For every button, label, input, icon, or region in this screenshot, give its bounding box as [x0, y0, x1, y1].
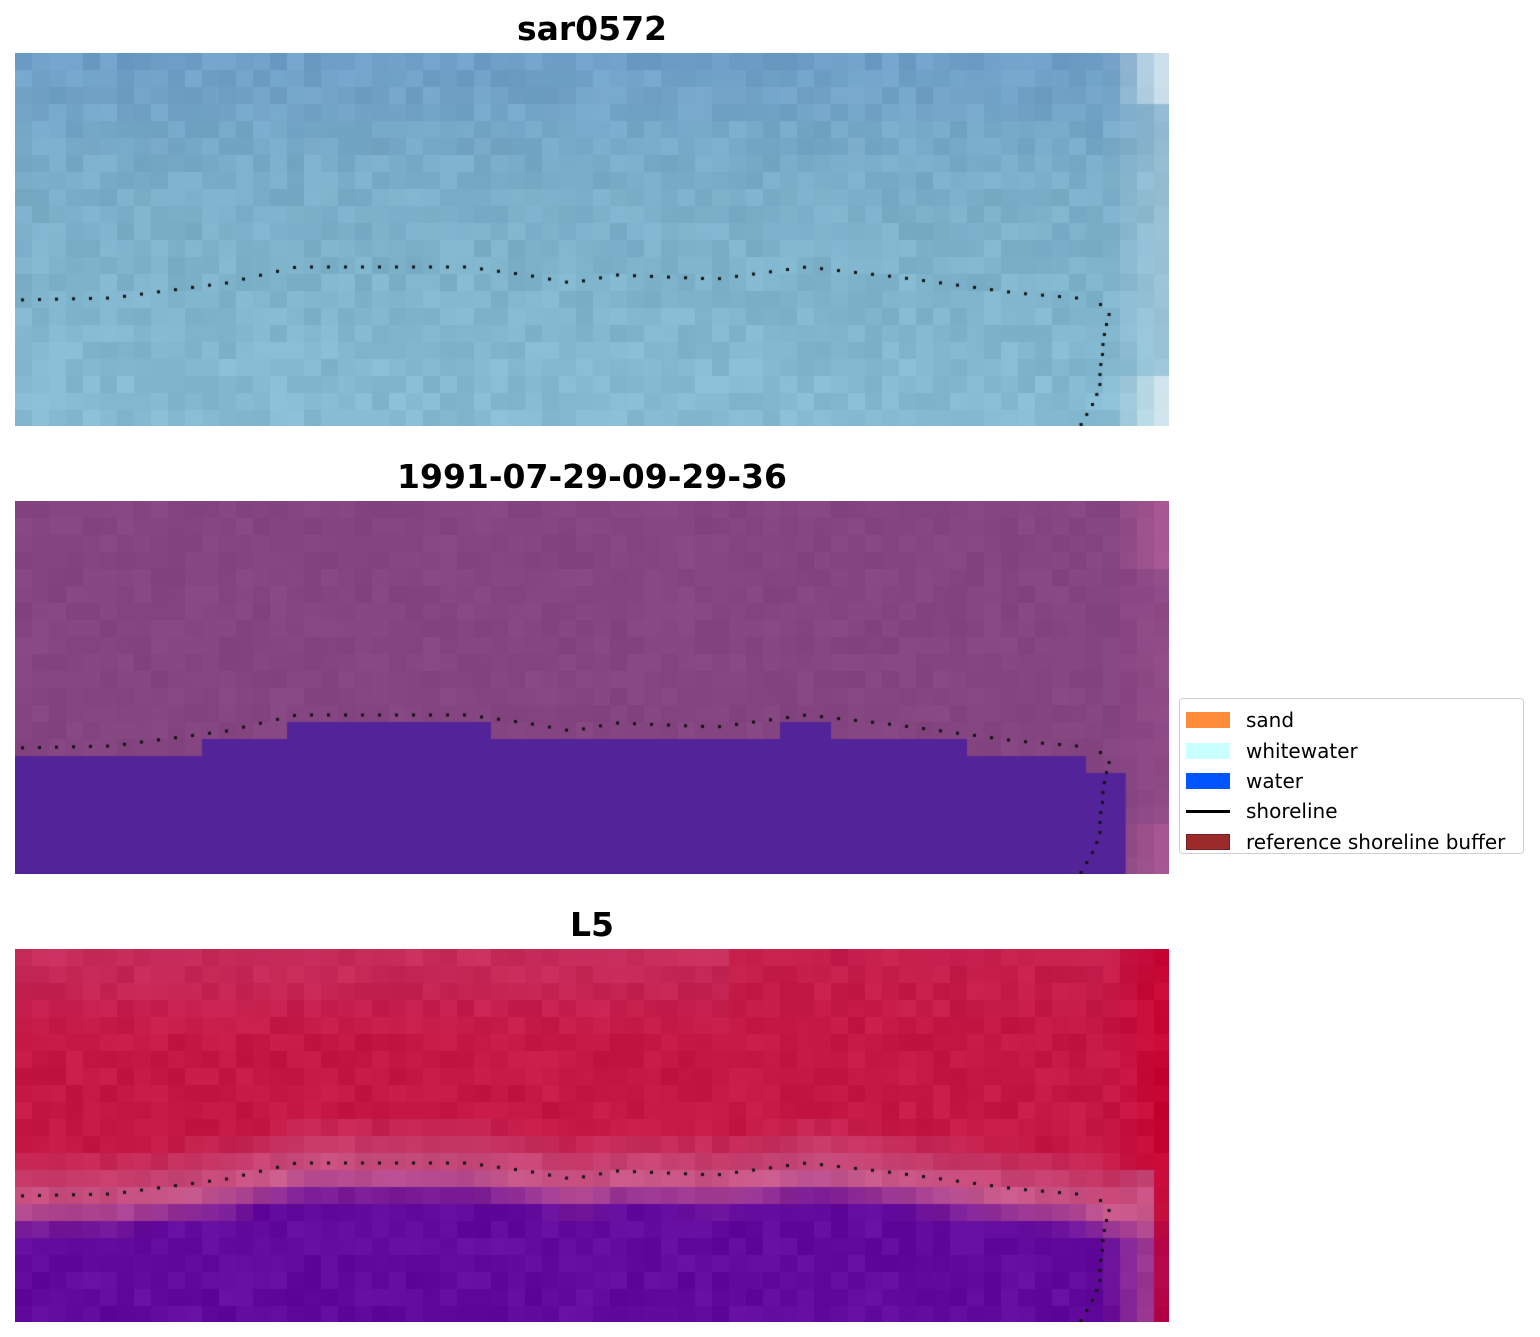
legend-label: reference shoreline buffer: [1246, 829, 1506, 854]
panel-title-2: 1991-07-29-09-29-36: [397, 457, 787, 496]
classified-image: [15, 501, 1169, 874]
shoreline-line-icon: [1186, 803, 1230, 819]
legend-label: sand: [1246, 708, 1295, 733]
legend-item-shoreline: shoreline: [1186, 796, 1523, 826]
reference-buffer-swatch: [1186, 833, 1230, 850]
panel-title-1: sar0572: [516, 9, 668, 48]
legend-item-sand: sand: [1186, 705, 1523, 735]
whitewater-swatch: [1186, 742, 1230, 759]
legend-label: shoreline: [1246, 799, 1338, 824]
sand-swatch: [1186, 712, 1230, 729]
legend-label: whitewater: [1246, 738, 1358, 763]
legend-label: water: [1246, 768, 1303, 793]
rgb-satellite-image: [15, 53, 1169, 426]
legend: sand whitewater water shoreline referenc…: [1179, 698, 1524, 854]
panel-title-3: L5: [570, 905, 614, 944]
legend-item-reference-buffer: reference shoreline buffer: [1186, 827, 1523, 857]
legend-item-water: water: [1186, 766, 1523, 796]
water-swatch: [1186, 772, 1230, 789]
legend-item-whitewater: whitewater: [1186, 735, 1523, 765]
index-image: [15, 949, 1169, 1322]
